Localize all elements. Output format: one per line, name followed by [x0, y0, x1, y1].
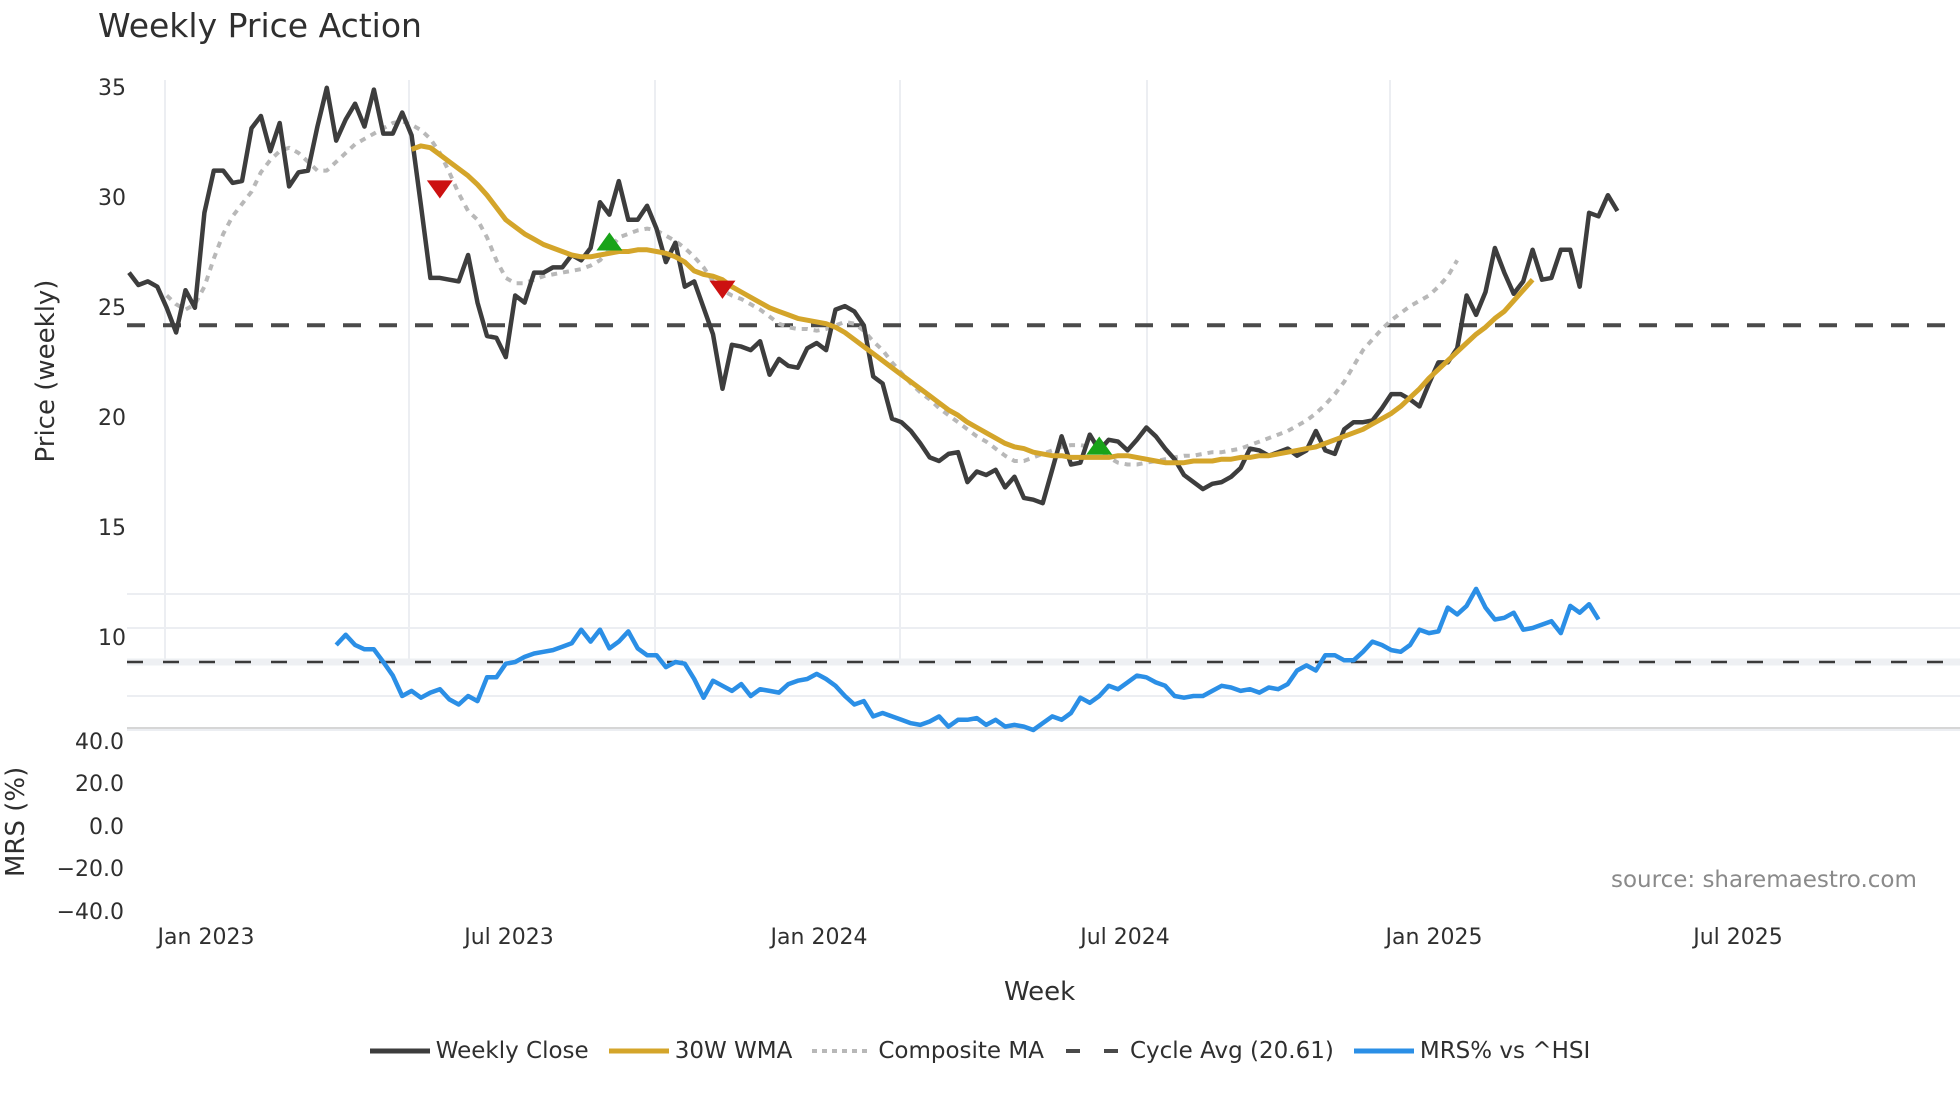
legend-label: MRS% vs ^HSI [1419, 1038, 1591, 1064]
grid-lines [127, 80, 1960, 731]
mrs-ytick-neg20: −20.0 [56, 857, 124, 882]
solid-line-icon [1353, 1048, 1414, 1054]
sell-signal-marker [426, 180, 453, 199]
price-ytick-30: 30 [98, 186, 126, 211]
xtick-jan-2024: Jan 2024 [770, 925, 868, 950]
xaxis-label: Week [1004, 977, 1076, 1007]
legend-item-composite-ma[interactable]: Composite MA [812, 1038, 1044, 1064]
legend-item-weekly-close[interactable]: Weekly Close [369, 1038, 589, 1064]
sell-signal-marker [709, 280, 736, 299]
price-ytick-35: 35 [98, 76, 126, 101]
legend-item-cycle-avg[interactable]: Cycle Avg (20.61) [1064, 1038, 1334, 1064]
wma30-line [410, 143, 1535, 466]
xtick-jul-2025: Jul 2025 [1693, 925, 1783, 950]
dashed-line-icon [1065, 1049, 1122, 1053]
legend: Weekly Close 30W WMA Composite MA Cycle … [0, 1038, 1960, 1064]
chart-title: Weekly Price Action [98, 6, 422, 45]
mrs-ytick-20: 20.0 [75, 772, 124, 797]
price-ylabel: Price (weekly) [31, 279, 61, 463]
xtick-jan-2023: Jan 2023 [157, 925, 255, 950]
legend-label: Cycle Avg (20.61) [1129, 1038, 1334, 1064]
source-watermark: source: sharemaestro.com [1611, 867, 1917, 893]
price-ytick-15: 15 [98, 516, 126, 541]
legend-label: Weekly Close [435, 1038, 589, 1064]
mrs-panel [127, 586, 1960, 733]
legend-label: 30W WMA [674, 1038, 793, 1064]
xtick-jul-2024: Jul 2024 [1080, 925, 1170, 950]
mrs-ytick-0: 0.0 [89, 815, 124, 840]
xtick-jul-2023: Jul 2023 [464, 925, 554, 950]
mrs-ytick-neg40: −40.0 [56, 900, 124, 925]
mrs-ylabel: MRS (%) [1, 766, 31, 877]
weekly-close-line [127, 85, 1620, 506]
solid-line-icon [369, 1048, 430, 1054]
mrs-line [334, 586, 1601, 733]
price-ytick-10: 10 [98, 626, 126, 651]
xtick-jan-2025: Jan 2025 [1385, 925, 1483, 950]
price-ytick-20: 20 [98, 406, 126, 431]
price-ytick-25: 25 [98, 296, 126, 321]
legend-label: Composite MA [878, 1038, 1044, 1064]
mrs-ytick-40: 40.0 [75, 730, 124, 755]
solid-line-icon [608, 1048, 669, 1054]
buy-signal-marker [596, 232, 623, 251]
composite-ma-line [165, 119, 1459, 467]
price-panel [127, 85, 1960, 506]
legend-item-30w-wma[interactable]: 30W WMA [608, 1038, 793, 1064]
dotted-line-icon [812, 1049, 873, 1053]
buy-signal-marker [1086, 436, 1113, 455]
legend-item-mrs[interactable]: MRS% vs ^HSI [1353, 1038, 1591, 1064]
